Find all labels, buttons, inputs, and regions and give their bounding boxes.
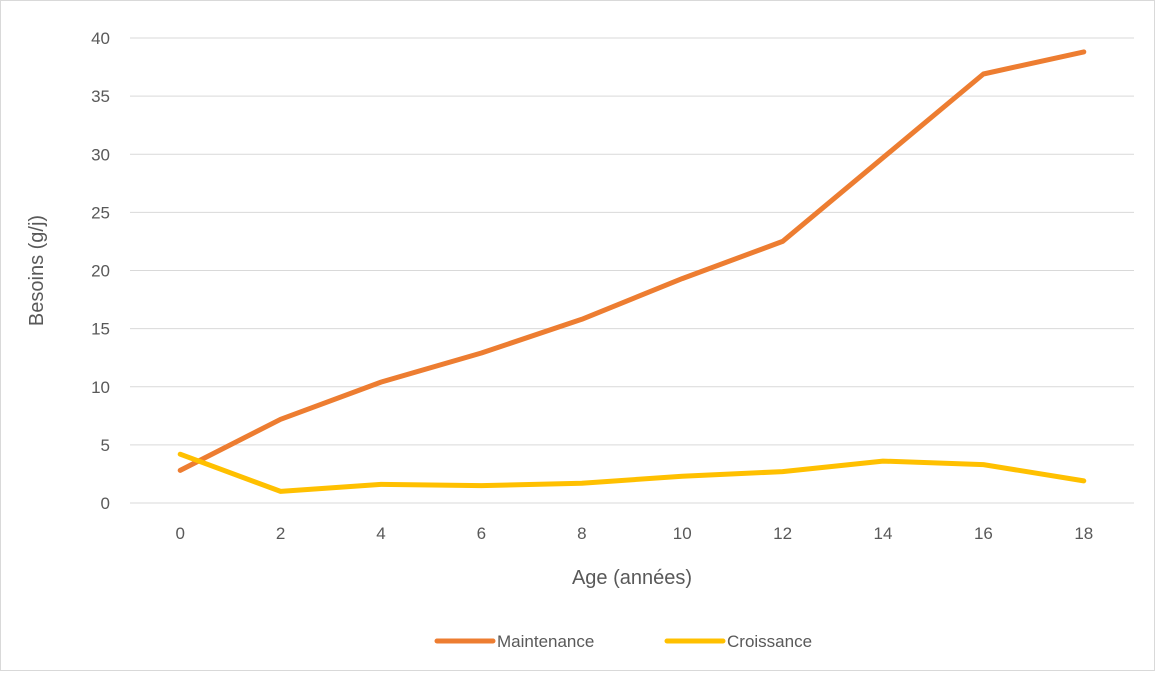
gridlines xyxy=(130,37,1134,504)
y-tick-label: 0 xyxy=(101,494,110,513)
x-tick-label: 6 xyxy=(477,524,486,543)
x-tick-label: 16 xyxy=(974,524,993,543)
y-tick-label: 30 xyxy=(91,145,110,164)
x-tick-label: 2 xyxy=(276,524,285,543)
y-tick-label: 20 xyxy=(91,262,110,281)
x-tick-label: 10 xyxy=(673,524,692,543)
y-tick-label: 10 xyxy=(91,378,110,397)
x-tick-label: 14 xyxy=(874,524,893,543)
x-tick-label: 18 xyxy=(1074,524,1093,543)
x-axis-title: Age (années) xyxy=(572,567,692,589)
x-tick-label: 12 xyxy=(773,524,792,543)
x-tick-label: 8 xyxy=(577,524,586,543)
legend-label: Croissance xyxy=(727,632,812,651)
series-lines xyxy=(177,49,1087,494)
legend-item-croissance: Croissance xyxy=(664,632,812,651)
y-tick-label: 15 xyxy=(91,320,110,339)
y-axis-tick-labels: 0 5 10 15 20 25 30 35 40 xyxy=(91,29,110,513)
y-tick-label: 40 xyxy=(91,29,110,48)
x-tick-label: 4 xyxy=(376,524,385,543)
y-tick-label: 35 xyxy=(91,87,110,106)
x-tick-label: 0 xyxy=(175,524,184,543)
y-tick-label: 25 xyxy=(91,203,110,222)
x-axis-tick-labels: 0 2 4 6 8 10 12 14 16 18 xyxy=(175,524,1093,543)
y-axis-title: Besoins (g/j) xyxy=(26,215,48,326)
legend-label: Maintenance xyxy=(497,632,594,651)
y-tick-label: 5 xyxy=(101,436,110,455)
series-line-croissance xyxy=(177,451,1087,494)
legend: Maintenance Croissance xyxy=(434,632,812,651)
series-line-maintenance xyxy=(177,49,1087,473)
legend-item-maintenance: Maintenance xyxy=(434,632,594,651)
